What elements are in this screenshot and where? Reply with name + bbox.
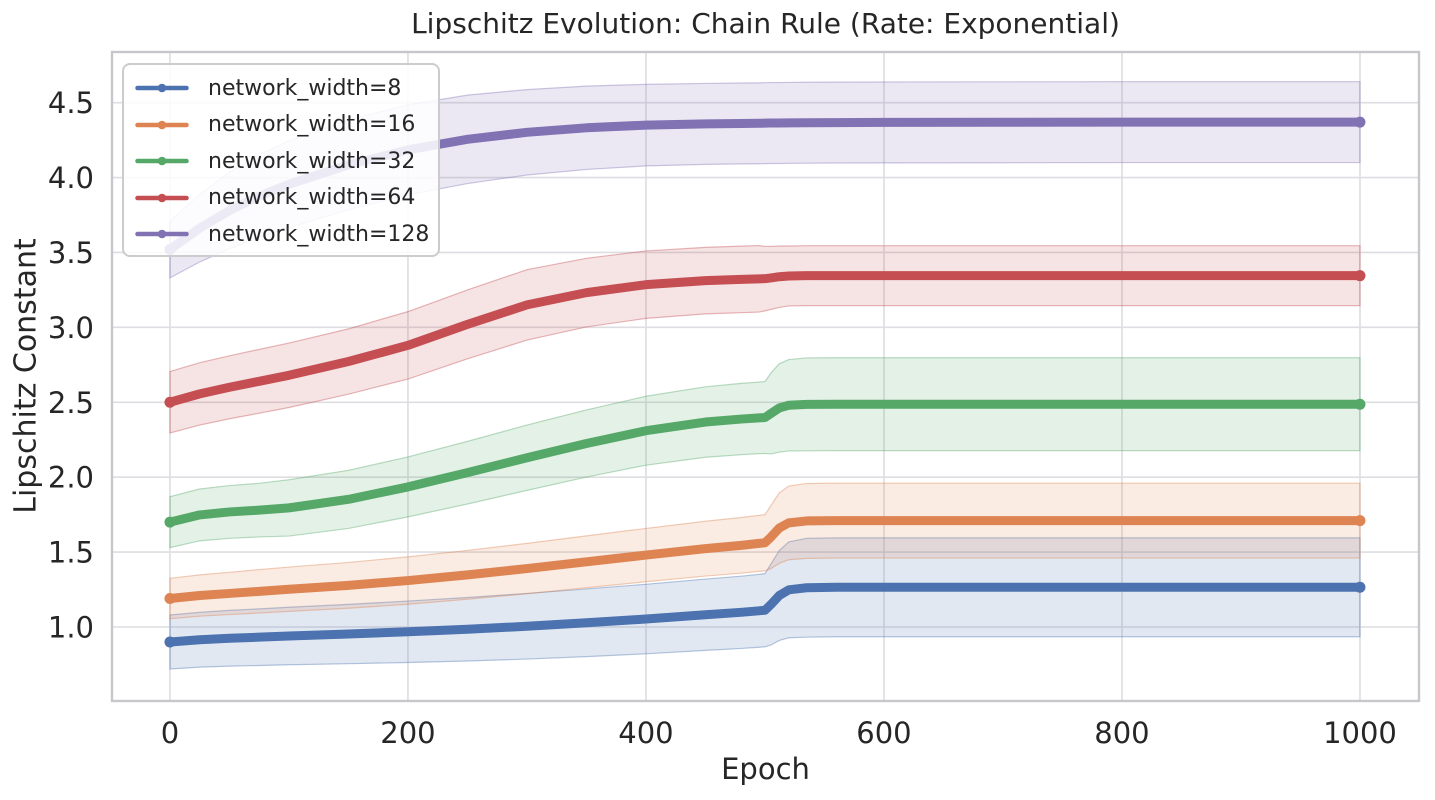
legend-line-swatch (135, 156, 189, 166)
x-tick-label: 600 (856, 716, 911, 750)
chart-title: Lipschitz Evolution: Chain Rule (Rate: E… (411, 7, 1120, 40)
y-tick-label: 4.0 (48, 161, 94, 195)
series-endpoint-marker (164, 396, 176, 408)
series-line-2 (165, 399, 1365, 527)
legend-label: network_width=16 (208, 112, 416, 138)
legend-item: network_width=16 (135, 107, 438, 144)
legend-marker-dot (157, 120, 167, 130)
y-tick-label: 4.5 (48, 86, 94, 120)
x-tick-label: 1000 (1323, 716, 1397, 750)
confidence-band-4 (169, 81, 1361, 279)
series-endpoint-marker (1354, 398, 1366, 410)
axes-frame (110, 50, 1421, 703)
tick-layer: 0 200 400 600 800 1000 1.0 1.5 2.0 2.5 3.0 3.5 4.0 4.… (48, 86, 1397, 750)
x-axis-label: Epoch (721, 752, 810, 786)
legend-line-swatch (135, 193, 189, 203)
series-endpoint-marker (164, 516, 176, 528)
legend-label: network_width=128 (208, 221, 430, 247)
series-line-0 (165, 582, 1365, 647)
spine-layer (110, 50, 1421, 703)
x-tick-label: 400 (618, 716, 673, 750)
y-tick-label: 1.5 (48, 536, 94, 570)
legend-item: network_width=128 (135, 216, 438, 253)
legend-marker-dot (157, 83, 167, 93)
series-endpoint-marker (1354, 581, 1366, 593)
series-endpoint-marker (164, 636, 176, 648)
confidence-band-3 (169, 244, 1361, 434)
legend-item: network_width=32 (135, 143, 438, 180)
legend-line-swatch (135, 229, 189, 239)
series-endpoint-marker (1354, 116, 1366, 128)
y-tick-label: 2.5 (48, 386, 94, 420)
legend-item: network_width=8 (135, 70, 438, 107)
y-axis-label: Lipschitz Constant (8, 238, 44, 514)
series-endpoint-marker (1354, 515, 1366, 527)
legend-label: network_width=8 (208, 75, 402, 101)
y-tick-label: 3.5 (48, 236, 94, 270)
y-tick-label: 2.0 (48, 461, 94, 495)
y-tick-label: 1.0 (48, 610, 94, 644)
legend: network_width=8 network_width=16 network_w… (122, 63, 440, 257)
confidence-band-0 (169, 537, 1361, 670)
legend-item: network_width=64 (135, 180, 438, 217)
legend-label: network_width=32 (208, 148, 416, 174)
legend-label: network_width=64 (208, 185, 416, 211)
legend-marker-dot (157, 193, 167, 203)
x-tick-label: 200 (380, 716, 435, 750)
series-line-3 (165, 271, 1365, 407)
x-tick-label: 800 (1094, 716, 1149, 750)
legend-marker-dot (157, 229, 167, 239)
legend-line-swatch (135, 120, 189, 130)
legend-line-swatch (135, 83, 189, 93)
series-line-1 (165, 516, 1365, 604)
series-endpoint-marker (1354, 270, 1366, 282)
series-endpoint-marker (164, 593, 176, 605)
y-tick-label: 3.0 (48, 311, 94, 345)
legend-marker-dot (157, 156, 167, 166)
x-tick-label: 0 (161, 716, 179, 750)
